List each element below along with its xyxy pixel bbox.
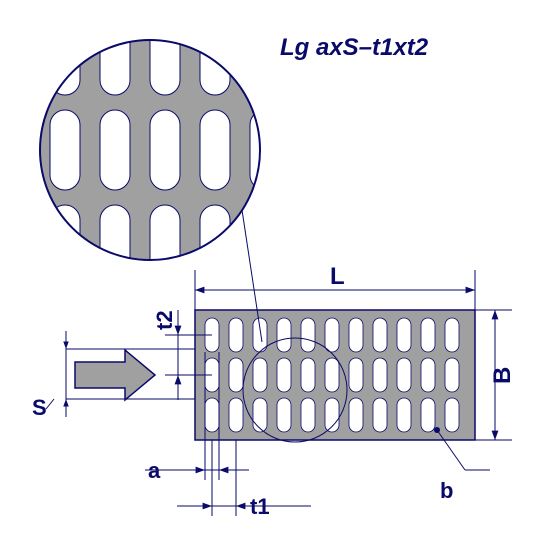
slot (445, 318, 459, 352)
slot (325, 358, 339, 392)
slot (349, 358, 363, 392)
dim-S: S (32, 395, 47, 420)
dim-t1: t1 (250, 494, 270, 519)
magnifier-slot (100, 205, 130, 285)
slot (277, 318, 291, 352)
slot (301, 318, 315, 352)
magnifier-slot (150, 15, 180, 95)
slot (397, 398, 411, 432)
slot (253, 318, 267, 352)
magnifier-slot (250, 110, 280, 190)
slot (325, 318, 339, 352)
slot (277, 358, 291, 392)
slot (301, 358, 315, 392)
slot (349, 398, 363, 432)
slot (229, 318, 243, 352)
magnifier-slot (150, 205, 180, 285)
magnifier-group (35, 15, 280, 285)
slot (253, 398, 267, 432)
title-text: Lg axS–t1xt2 (280, 34, 429, 61)
slot (373, 318, 387, 352)
slot (205, 398, 219, 432)
magnifier-slot (50, 205, 80, 285)
slot (277, 398, 291, 432)
magnifier-slot (200, 110, 230, 190)
slot (301, 398, 315, 432)
slot (421, 358, 435, 392)
slot (421, 318, 435, 352)
dim-b: b (440, 478, 453, 503)
dim-B: B (489, 367, 516, 384)
dim-L: L (330, 263, 345, 290)
slot (421, 398, 435, 432)
dim-a: a (148, 458, 161, 483)
slot (373, 398, 387, 432)
slot (229, 398, 243, 432)
magnifier-slot (100, 110, 130, 190)
magnifier-slot (150, 110, 180, 190)
magnifier-slot (250, 15, 280, 95)
magnifier-slot (50, 110, 80, 190)
magnifier-slot (100, 15, 130, 95)
direction-arrow (75, 350, 155, 400)
slot (445, 358, 459, 392)
slot (397, 358, 411, 392)
slot (349, 318, 363, 352)
slot (229, 358, 243, 392)
slot (397, 318, 411, 352)
slot (253, 358, 267, 392)
magnifier-slot (250, 205, 280, 285)
slot (373, 358, 387, 392)
slot (445, 398, 459, 432)
dim-t2: t2 (152, 310, 177, 330)
magnifier-slot (50, 15, 80, 95)
